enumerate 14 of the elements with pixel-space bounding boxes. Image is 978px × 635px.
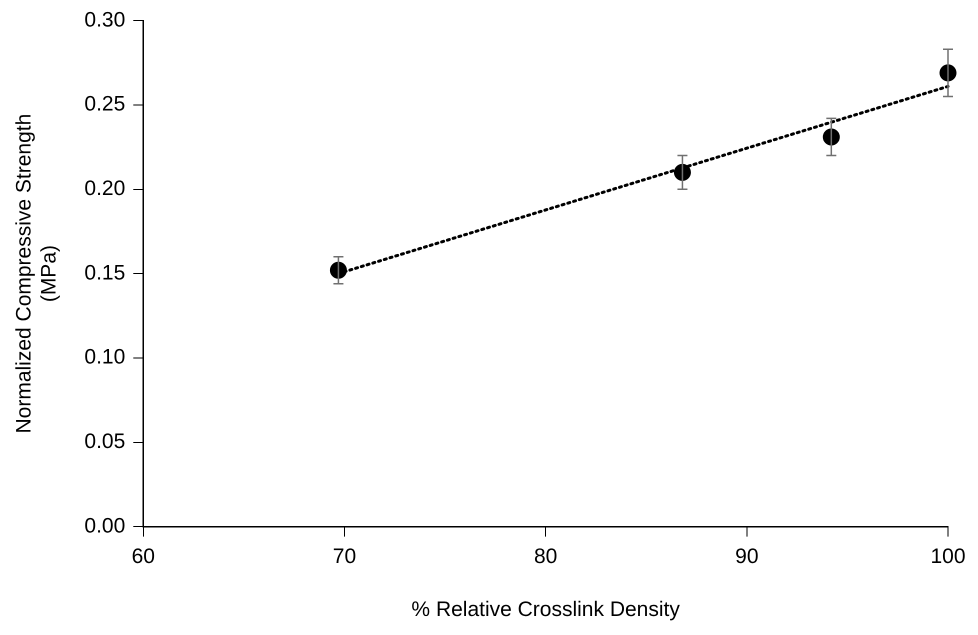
y-tick-label: 0.30	[84, 8, 126, 32]
x-axis-title: % Relative Crosslink Density	[411, 598, 680, 622]
y-axis-title: Normalized Compressive Strength (MPa)	[12, 114, 61, 434]
y-tick-label: 0.20	[84, 177, 126, 200]
x-tick-label: 90	[735, 544, 758, 568]
x-tick-label: 80	[534, 544, 558, 568]
y-tick-label: 0.10	[84, 346, 126, 369]
y-tick-label: 0.00	[84, 514, 126, 538]
x-tick-label: 100	[930, 544, 966, 568]
y-tick-label: 0.15	[84, 261, 126, 284]
y-tick-label: 0.05	[84, 430, 126, 454]
y-tick-label: 0.25	[84, 92, 126, 116]
x-tick-label: 70	[332, 544, 356, 568]
x-tick-label: 60	[132, 544, 155, 568]
